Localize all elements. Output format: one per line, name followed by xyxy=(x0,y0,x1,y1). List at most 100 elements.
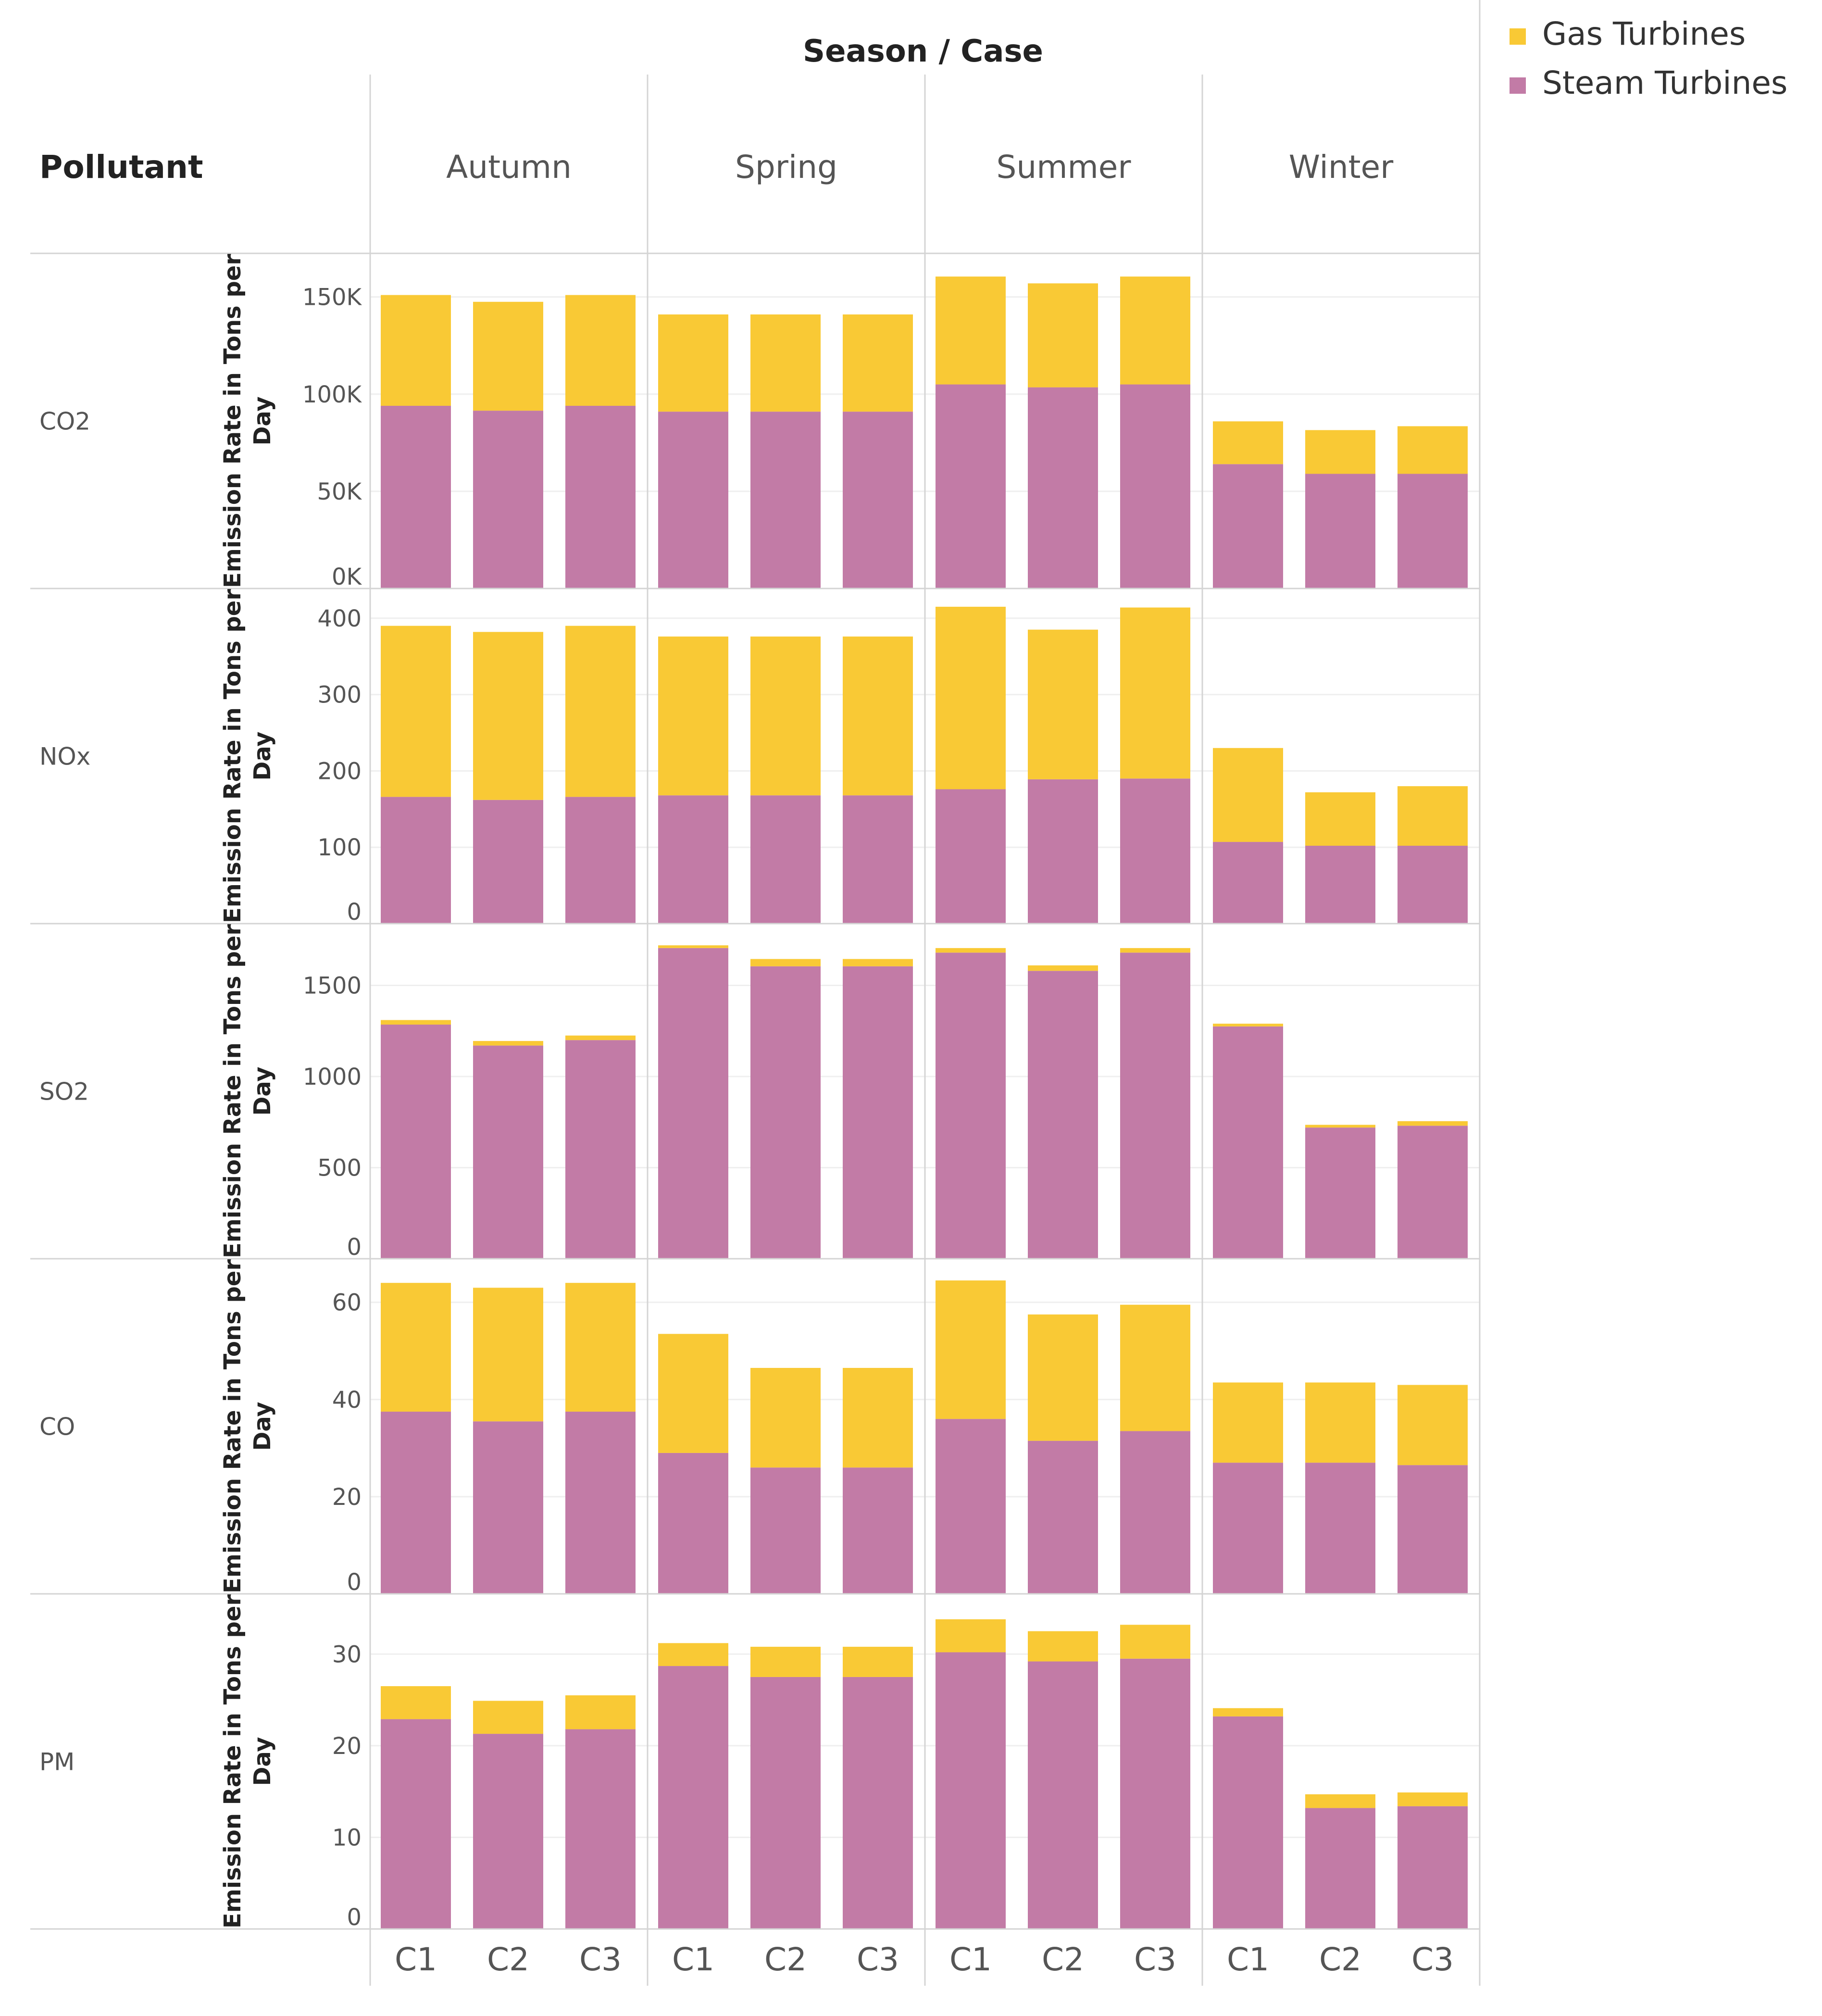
bar-steam-turbines xyxy=(658,795,728,924)
bar-steam-turbines xyxy=(1120,952,1190,1259)
bar-gas-turbines xyxy=(1120,1304,1190,1431)
y-axis-title-line: Day xyxy=(249,1066,276,1115)
bar-gas-turbines xyxy=(381,1283,451,1412)
bar-gas-turbines xyxy=(381,1686,451,1719)
case-label: C2 xyxy=(1042,1941,1084,1978)
bar-gas-turbines xyxy=(1028,283,1098,388)
legend-label: Gas Turbines xyxy=(1542,15,1746,52)
bar-steam-turbines xyxy=(1398,474,1468,589)
y-tick-label: 0 xyxy=(347,899,362,926)
pollutant-label: NOx xyxy=(39,743,90,771)
bar-gas-turbines xyxy=(381,626,451,797)
y-tick-label: 1500 xyxy=(303,973,362,1000)
bar-steam-turbines xyxy=(381,1025,451,1259)
y-axis-title-line: Emission Rate in Tons per xyxy=(219,1259,246,1593)
y-axis-title: Emission Rate in Tons per Day xyxy=(219,589,276,923)
frame-layer xyxy=(30,0,1481,1986)
bar-steam-turbines xyxy=(1028,1661,1098,1929)
bar-gas-turbines xyxy=(1398,786,1468,846)
bar-gas-turbines xyxy=(1213,1708,1283,1716)
legend-swatch-gas-turbines xyxy=(1510,28,1526,45)
bar-gas-turbines xyxy=(1213,421,1283,464)
bar-gas-turbines xyxy=(473,632,543,800)
y-axis-title: Emission Rate in Tons per Day xyxy=(219,924,276,1258)
bar-gas-turbines xyxy=(936,1619,1006,1653)
legend: Gas Turbines Steam Turbines xyxy=(1510,15,1787,101)
text-layer: Season / Case Pollutant Autumn Spring Summ… xyxy=(39,34,1454,1978)
pollutant-label: CO xyxy=(39,1413,75,1441)
case-label: C3 xyxy=(1134,1941,1176,1978)
y-tick-label: 20 xyxy=(332,1484,362,1511)
bar-steam-turbines xyxy=(750,1467,821,1594)
bar-gas-turbines xyxy=(1028,629,1098,779)
y-tick-label: 50K xyxy=(317,478,362,505)
bar-steam-turbines xyxy=(1120,384,1190,589)
y-tick-label: 100K xyxy=(302,381,362,408)
y-tick-label: 0 xyxy=(347,1904,362,1931)
case-label: C3 xyxy=(857,1941,899,1978)
bar-steam-turbines xyxy=(473,800,543,924)
bar-steam-turbines xyxy=(1213,1716,1283,1929)
bar-steam-turbines xyxy=(750,412,821,589)
bar-gas-turbines xyxy=(658,314,728,412)
bar-steam-turbines xyxy=(1213,464,1283,589)
bar-steam-turbines xyxy=(1305,1127,1375,1259)
bar-gas-turbines xyxy=(1305,1382,1375,1463)
bar-gas-turbines xyxy=(1398,426,1468,474)
y-tick-label: 0 xyxy=(347,1569,362,1596)
bar-gas-turbines xyxy=(1028,1314,1098,1441)
bar-steam-turbines xyxy=(750,966,821,1259)
bar-steam-turbines xyxy=(936,1419,1006,1594)
bar-gas-turbines xyxy=(473,1701,543,1734)
bar-steam-turbines xyxy=(936,1652,1006,1929)
bar-steam-turbines xyxy=(1213,842,1283,924)
y-axis-title-line: Day xyxy=(249,396,276,445)
season-header-autumn: Autumn xyxy=(446,149,572,186)
bar-steam-turbines xyxy=(843,1677,913,1929)
bar-gas-turbines xyxy=(936,948,1006,953)
bar-gas-turbines xyxy=(565,626,636,797)
legend-swatch-steam-turbines xyxy=(1510,77,1526,94)
bar-steam-turbines xyxy=(936,384,1006,589)
bar-gas-turbines xyxy=(565,295,636,406)
bar-gas-turbines xyxy=(658,1643,728,1666)
bar-steam-turbines xyxy=(473,1734,543,1929)
bar-gas-turbines xyxy=(1305,792,1375,846)
bar-steam-turbines xyxy=(843,795,913,924)
y-tick-label: 60 xyxy=(332,1290,362,1316)
bar-gas-turbines xyxy=(381,1020,451,1025)
y-axis-title-line: Day xyxy=(249,731,276,780)
legend-label: Steam Turbines xyxy=(1542,64,1787,101)
y-axis-title-line: Emission Rate in Tons per xyxy=(219,924,246,1258)
bar-steam-turbines xyxy=(473,1421,543,1594)
bar-gas-turbines xyxy=(1213,1382,1283,1463)
bar-gas-turbines xyxy=(565,1695,636,1729)
bar-gas-turbines xyxy=(565,1283,636,1412)
bar-steam-turbines xyxy=(565,1412,636,1594)
y-tick-label: 0K xyxy=(332,563,362,590)
bar-layer xyxy=(381,276,1468,1929)
bar-gas-turbines xyxy=(1398,1792,1468,1806)
bar-steam-turbines xyxy=(1120,778,1190,924)
y-axis-title: Emission Rate in Tons per Day xyxy=(219,254,276,588)
bar-steam-turbines xyxy=(658,1666,728,1929)
bar-steam-turbines xyxy=(658,1453,728,1594)
bar-steam-turbines xyxy=(1398,1465,1468,1594)
bar-steam-turbines xyxy=(381,1719,451,1929)
bar-gas-turbines xyxy=(1213,1024,1283,1027)
bar-gas-turbines xyxy=(381,295,451,406)
bar-gas-turbines xyxy=(936,276,1006,385)
bar-steam-turbines xyxy=(565,406,636,589)
bar-gas-turbines xyxy=(473,301,543,411)
case-label: C2 xyxy=(764,1941,807,1978)
bar-steam-turbines xyxy=(658,412,728,589)
bar-steam-turbines xyxy=(1120,1431,1190,1594)
bar-gas-turbines xyxy=(936,606,1006,789)
pollutant-label: SO2 xyxy=(39,1078,89,1106)
bar-steam-turbines xyxy=(843,412,913,589)
y-tick-label: 500 xyxy=(317,1155,362,1182)
bar-steam-turbines xyxy=(1398,1806,1468,1929)
bar-gas-turbines xyxy=(750,1647,821,1677)
bar-gas-turbines xyxy=(658,1334,728,1453)
